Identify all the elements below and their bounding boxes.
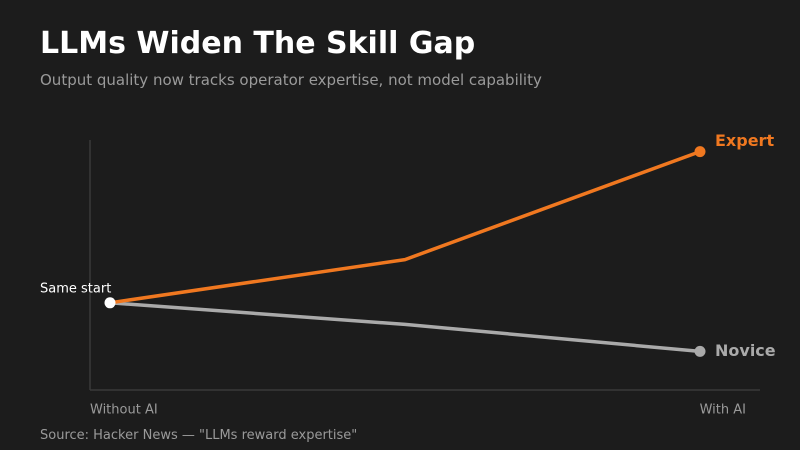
novice-end-point — [694, 345, 706, 357]
same-start-point — [104, 297, 116, 309]
novice-series-line — [108, 301, 702, 354]
chart-subtitle: Output quality now tracks operator exper… — [40, 71, 542, 89]
novice-series-label: Novice — [715, 341, 776, 360]
x-tick-label-with-ai: With AI — [700, 403, 746, 418]
chart-title: LLMs Widen The Skill Gap — [40, 26, 476, 61]
labels-layer: Expert Novice Same start Without AI With AI — [40, 131, 776, 417]
expert-end-point — [694, 146, 706, 158]
series-layer — [104, 146, 706, 357]
expert-series-line — [108, 149, 702, 305]
expert-series-label: Expert — [715, 131, 774, 150]
x-tick-label-without-ai: Without AI — [90, 403, 158, 418]
chart-source: Source: Hacker News — "LLMs reward exper… — [40, 428, 358, 443]
same-start-annotation: Same start — [40, 281, 111, 296]
